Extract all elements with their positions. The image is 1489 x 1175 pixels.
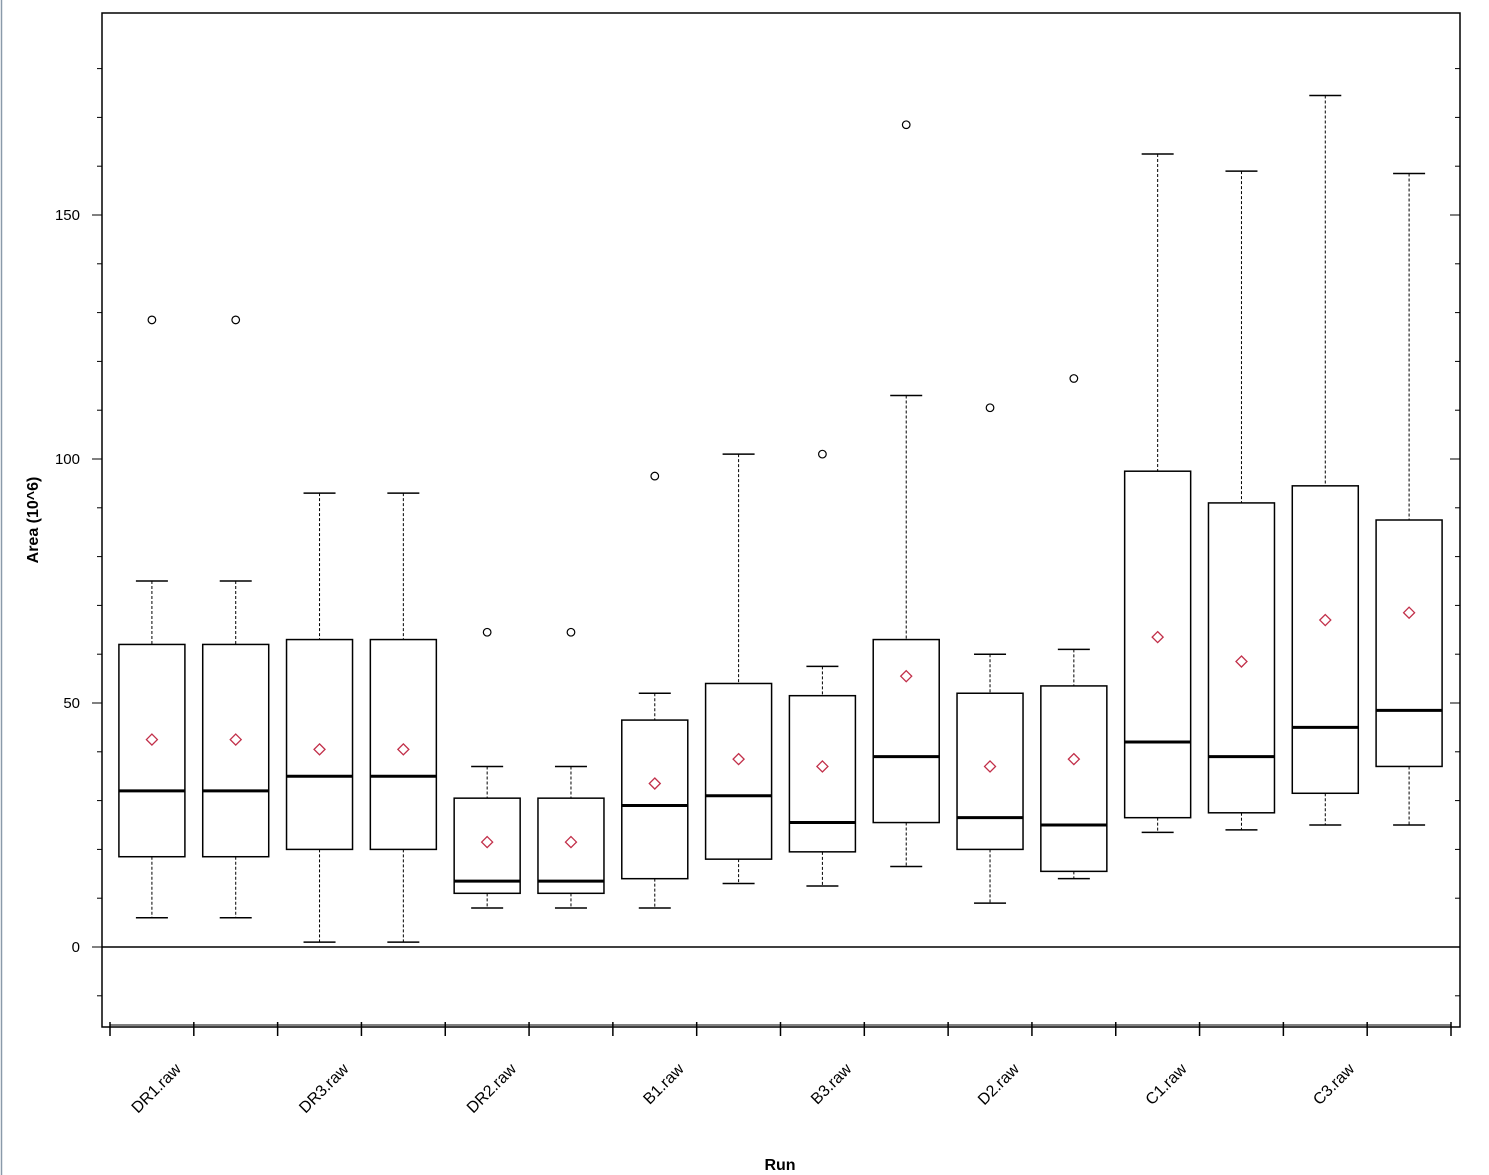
outlier-point xyxy=(818,449,827,459)
iqr-box xyxy=(285,638,354,851)
box-plot-5 xyxy=(453,627,521,909)
mean-marker xyxy=(815,760,829,773)
mean-marker xyxy=(1235,655,1248,668)
mean-marker xyxy=(313,742,326,756)
box-plot-1 xyxy=(118,315,186,919)
iqr-box xyxy=(453,797,521,895)
y-axis-title: Area (10^6) xyxy=(25,477,42,564)
iqr-box xyxy=(788,694,857,853)
iqr-box xyxy=(1291,485,1360,795)
iqr-box xyxy=(1123,470,1192,819)
box-plot-7 xyxy=(621,471,689,909)
box-plot-10 xyxy=(872,120,940,868)
box-plot-2 xyxy=(201,315,270,919)
mean-marker xyxy=(480,835,494,849)
box-plot-3 xyxy=(285,492,354,943)
box-plot-4 xyxy=(369,492,438,943)
box-plot-15 xyxy=(1291,94,1360,826)
outlier-point xyxy=(482,627,492,637)
box-plot-16 xyxy=(1375,172,1443,826)
x-axis-title: Run xyxy=(764,1157,795,1174)
outlier-point xyxy=(1069,374,1079,383)
x-category-label: D2.raw xyxy=(975,1060,1023,1108)
iqr-box xyxy=(1040,685,1108,873)
outlier-point xyxy=(985,403,995,413)
iqr-box xyxy=(956,692,1024,851)
mean-marker xyxy=(396,742,410,756)
mean-marker xyxy=(145,733,159,747)
y-tick-label: 50 xyxy=(63,695,80,712)
iqr-box xyxy=(201,643,270,858)
outlier-point xyxy=(231,315,241,325)
x-category-label: B1.raw xyxy=(640,1060,688,1108)
mean-marker xyxy=(1151,630,1165,644)
outlier-point xyxy=(901,120,911,130)
iqr-box xyxy=(537,797,605,895)
mean-marker xyxy=(983,760,997,773)
box-plot-11 xyxy=(956,403,1024,904)
plot-frame xyxy=(101,12,1461,1028)
box-plot-14 xyxy=(1207,170,1276,831)
y-tick-label: 0 xyxy=(72,939,80,956)
box-plot-6 xyxy=(537,627,605,909)
mean-marker xyxy=(229,733,243,747)
mean-marker xyxy=(1402,606,1416,620)
box-plot-8 xyxy=(704,453,773,885)
outlier-point xyxy=(566,627,576,637)
outlier-point xyxy=(147,315,157,325)
x-category-label: C3.raw xyxy=(1310,1060,1358,1108)
x-category-label: B3.raw xyxy=(808,1060,856,1108)
box-plot-9 xyxy=(788,449,857,887)
box-plot-12 xyxy=(1040,374,1108,880)
y-tick-label: 100 xyxy=(55,451,80,468)
mean-marker xyxy=(1318,613,1332,627)
iqr-box xyxy=(704,682,773,860)
x-axis: DR1.raw DR3.raw DR2.raw B1.raw B3.raw D2.raw C… xyxy=(109,1022,1452,1117)
x-category-label: DR1.raw xyxy=(129,1060,185,1116)
mean-marker xyxy=(899,669,913,683)
iqr-box xyxy=(369,638,438,851)
mean-marker xyxy=(1067,752,1081,766)
iqr-box xyxy=(118,643,186,858)
mean-marker xyxy=(564,835,578,849)
mean-marker xyxy=(648,777,662,790)
x-category-label: C1.raw xyxy=(1143,1060,1191,1108)
iqr-box xyxy=(1375,519,1443,768)
y-axis: 0 50 100 150 xyxy=(55,68,1460,997)
iqr-box xyxy=(1207,502,1276,814)
iqr-box xyxy=(872,638,940,824)
y-tick-label: 150 xyxy=(55,207,80,224)
iqr-box xyxy=(621,719,689,880)
boxes xyxy=(118,94,1443,943)
outlier-point xyxy=(650,471,660,481)
x-category-label: DR3.raw xyxy=(296,1060,352,1116)
mean-marker xyxy=(732,752,746,766)
x-category-label: DR2.raw xyxy=(464,1060,520,1116)
box-plot-13 xyxy=(1123,153,1192,834)
